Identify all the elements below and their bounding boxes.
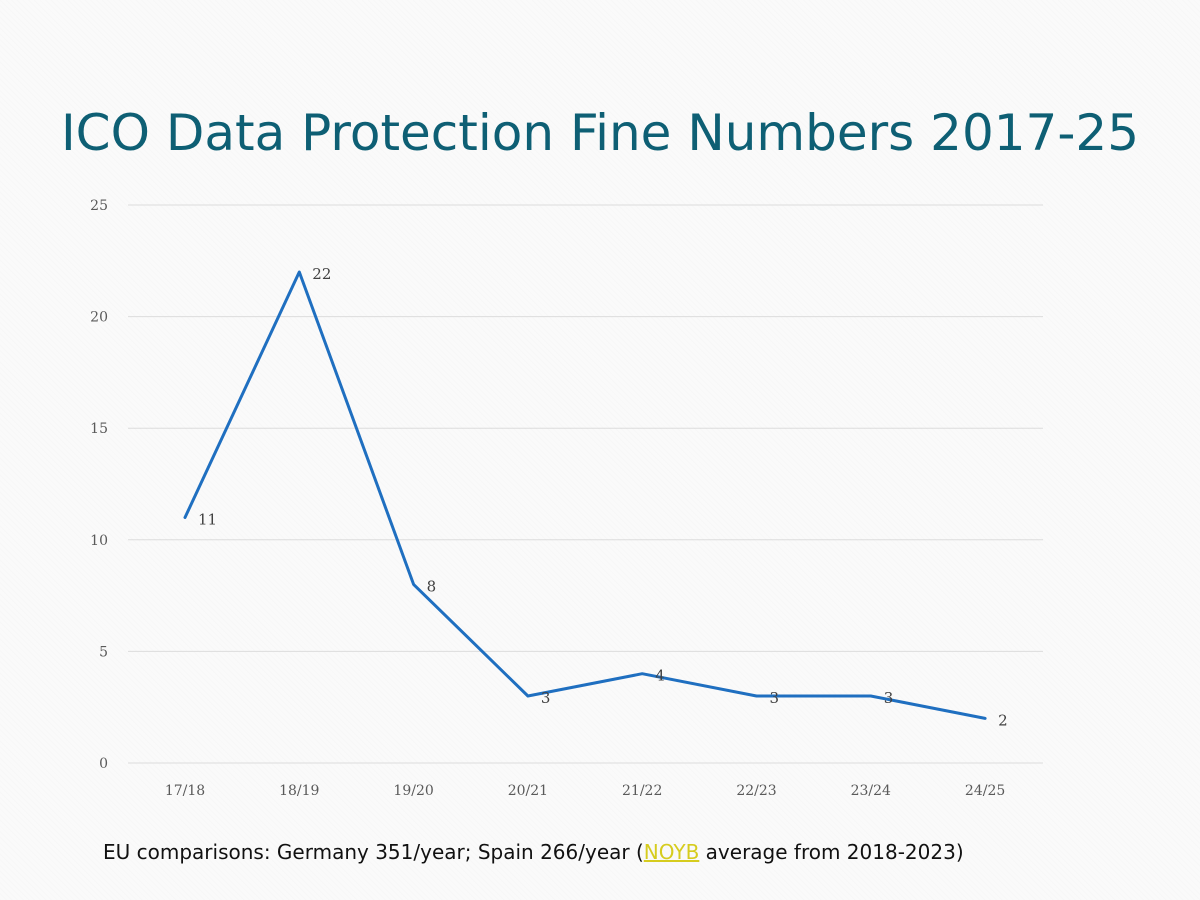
footnote: EU comparisons: Germany 351/year; Spain …: [103, 840, 964, 864]
series-line: [183, 270, 987, 720]
footnote-text: EU comparisons: Germany 351/year; Spain …: [103, 840, 644, 864]
grid-lines: [128, 204, 1043, 764]
x-tick-label: 17/18: [165, 783, 205, 799]
series-layer: [183, 270, 987, 720]
y-axis-ticks: 0 5 10 15 20 25: [90, 198, 108, 772]
y-tick-label: 5: [99, 644, 108, 660]
data-label: 3: [884, 689, 894, 707]
data-label: 3: [770, 689, 780, 707]
data-label: 8: [427, 577, 437, 595]
footnote-text-end: average from 2018-2023): [699, 840, 964, 864]
y-tick-label: 10: [90, 533, 108, 549]
data-label: 11: [198, 510, 217, 528]
y-tick-label: 0: [99, 756, 108, 772]
x-tick-label: 22/23: [736, 783, 776, 799]
data-label: 4: [655, 667, 665, 685]
x-tick-label: 18/19: [279, 783, 319, 799]
y-tick-label: 25: [90, 198, 108, 214]
data-label: 3: [541, 689, 551, 707]
noyb-link[interactable]: NOYB: [643, 840, 700, 864]
data-labels: 11 22 8 3 4 3 3 2: [198, 265, 1008, 729]
x-tick-label: 19/20: [393, 783, 433, 799]
x-axis-ticks: 17/18 18/19 19/20 20/21 21/22 22/23 23/24 24/25: [165, 783, 1005, 799]
data-label: 22: [312, 265, 331, 283]
y-tick-label: 20: [90, 310, 108, 326]
y-tick-label: 15: [90, 421, 108, 437]
x-tick-label: 23/24: [851, 783, 891, 799]
x-tick-label: 24/25: [965, 783, 1005, 799]
x-tick-label: 20/21: [508, 783, 548, 799]
x-tick-label: 21/22: [622, 783, 662, 799]
data-label: 2: [998, 711, 1008, 729]
chart-title: ICO Data Protection Fine Numbers 2017-25: [60, 104, 1140, 162]
